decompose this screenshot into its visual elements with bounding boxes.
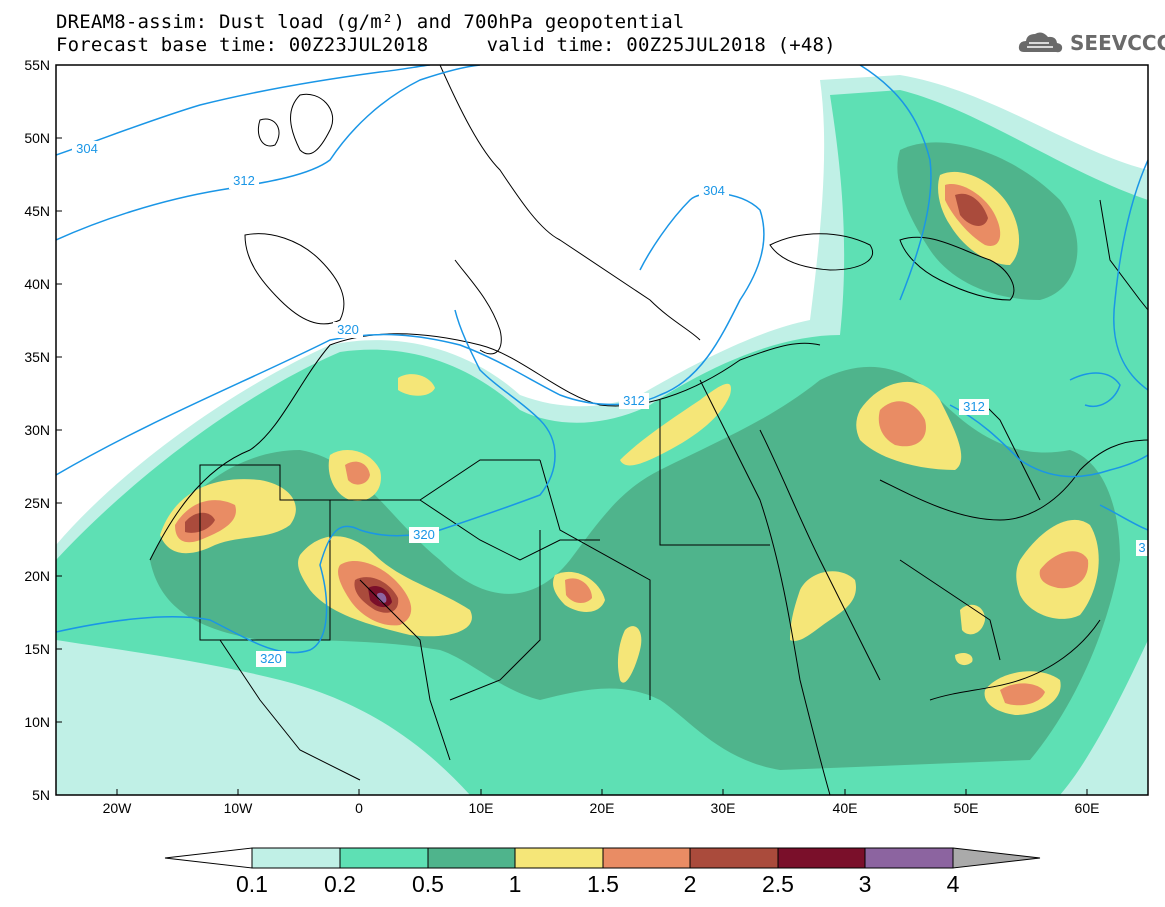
contour-label: 320 (413, 527, 435, 542)
lat-label: 15N (24, 641, 50, 657)
lat-label: 35N (24, 349, 50, 365)
colorbar-tick-label: 0.1 (236, 871, 268, 897)
colorbar-low-arrow (164, 847, 253, 869)
colorbar-tick-label: 2.5 (762, 871, 794, 897)
colorbar-tick-label: 4 (946, 871, 960, 897)
contour-label: 304 (703, 183, 725, 198)
coastlines-and-borders (149, 65, 1148, 795)
lat-label: 55N (24, 57, 50, 73)
lat-label: 30N (24, 422, 50, 438)
lon-label: 60E (1074, 800, 1100, 816)
colorbar-tick-label: 0.5 (412, 871, 444, 897)
colorbar-tick-label: 2 (683, 871, 697, 897)
colorbar-tick-label: 1 (508, 871, 522, 897)
colorbar-swatch (339, 847, 429, 869)
dust-field-3.0 (377, 592, 387, 603)
colorbar-swatch (777, 847, 866, 869)
colorbar (164, 847, 1041, 869)
contour-label: 304 (76, 141, 98, 156)
colorbar-tick-label: 1.5 (587, 871, 619, 897)
colorbar-swatch (602, 847, 691, 869)
contour-label: 312 (963, 399, 985, 414)
contour-label: 3 (1138, 540, 1145, 555)
lat-label: 25N (24, 495, 50, 511)
lon-label: 40E (832, 800, 858, 816)
lat-label: 20N (24, 568, 50, 584)
logo-text: SEEVCCC (1070, 31, 1165, 55)
lat-label: 50N (24, 130, 50, 146)
lon-label: 50E (953, 800, 979, 816)
lon-label: 0 (355, 800, 363, 816)
colorbar-swatch (427, 847, 516, 869)
forecast-time-line: Forecast base time: 00Z23JUL2018 valid t… (56, 34, 836, 56)
lon-label: 20W (102, 800, 132, 816)
axis-ticks (56, 64, 1088, 795)
contour-label: 320 (337, 322, 359, 337)
lat-label: 10N (24, 714, 50, 730)
contour-label: 312 (623, 393, 645, 408)
cloud-icon (1018, 32, 1063, 53)
lon-label: 30E (710, 800, 736, 816)
colorbar-tick-label: 3 (858, 871, 872, 897)
lon-label: 10W (223, 800, 253, 816)
dust-fields (56, 75, 1148, 795)
seevccc-logo (1018, 32, 1063, 53)
colorbar-swatch (251, 847, 341, 869)
contour-label: 312 (233, 173, 255, 188)
lon-label: 10E (468, 800, 494, 816)
lat-label: 45N (24, 203, 50, 219)
map-title: DREAM8-assim: Dust load (g/m²) and 700hP… (56, 11, 685, 33)
colorbar-swatch (689, 847, 779, 869)
contour-labels: 304 312 320 312 320 320 304 312 3 (76, 141, 1145, 666)
contour-label: 320 (260, 651, 282, 666)
colorbar-swatch (514, 847, 604, 869)
lon-label: 20E (589, 800, 615, 816)
colorbar-high-arrow (952, 847, 1041, 869)
contour-label-backgrounds (72, 141, 1148, 667)
lat-label: 40N (24, 276, 50, 292)
lat-label: 5N (32, 787, 50, 803)
colorbar-tick-label: 0.2 (324, 871, 356, 897)
dust-field-0.5 (150, 366, 1120, 770)
colorbar-swatch (864, 847, 954, 869)
